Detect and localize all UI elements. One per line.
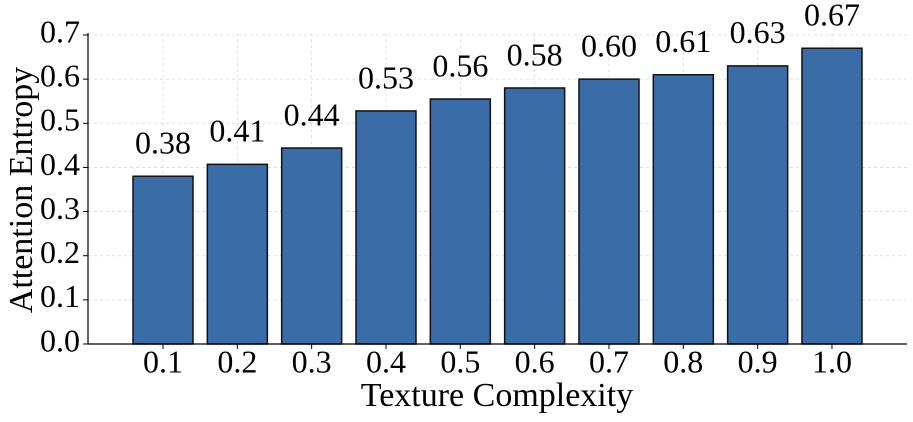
value-label: 0.60 xyxy=(581,27,637,63)
y-tick-label: 0.7 xyxy=(40,13,80,49)
y-tick-label: 0.3 xyxy=(40,190,80,226)
bar xyxy=(429,98,492,345)
x-tick-label: 0.7 xyxy=(589,343,629,379)
y-tick-label: 0.4 xyxy=(40,146,80,182)
value-label: 0.53 xyxy=(358,59,414,95)
x-tick-label: 0.2 xyxy=(217,343,257,379)
value-label: 0.58 xyxy=(507,36,563,72)
x-tick-label: 0.1 xyxy=(143,343,183,379)
bar xyxy=(132,175,194,345)
x-tick-label: 0.8 xyxy=(663,343,703,379)
value-label: 0.38 xyxy=(135,125,191,161)
x-axis-label: Texture Complexity xyxy=(361,377,633,414)
y-tick-label: 0.1 xyxy=(40,278,80,314)
bar xyxy=(578,78,640,345)
value-label: 0.63 xyxy=(730,14,786,50)
x-tick-label: 0.6 xyxy=(515,343,555,379)
bar xyxy=(726,65,789,345)
x-tick-label: 0.9 xyxy=(738,343,778,379)
bar xyxy=(652,73,715,345)
y-tick-label: 0.2 xyxy=(40,234,80,270)
y-tick-label: 0.0 xyxy=(40,322,80,358)
bar xyxy=(801,47,863,345)
bar xyxy=(206,163,269,345)
value-label: 0.41 xyxy=(209,113,265,149)
y-tick-label: 0.6 xyxy=(40,57,80,93)
y-tick-label: 0.5 xyxy=(40,102,80,138)
x-tick-label: 0.4 xyxy=(366,343,406,379)
x-tick-label: 1.0 xyxy=(812,343,852,379)
value-label: 0.56 xyxy=(432,47,488,83)
value-label: 0.67 xyxy=(804,0,860,33)
bar xyxy=(280,147,343,345)
y-axis-label: Attention Entropy xyxy=(3,67,40,313)
value-label: 0.44 xyxy=(284,96,340,132)
x-tick-label: 0.5 xyxy=(440,343,480,379)
value-label: 0.61 xyxy=(655,23,711,59)
bar xyxy=(503,87,566,345)
x-tick-label: 0.3 xyxy=(292,343,332,379)
bar xyxy=(355,110,417,345)
